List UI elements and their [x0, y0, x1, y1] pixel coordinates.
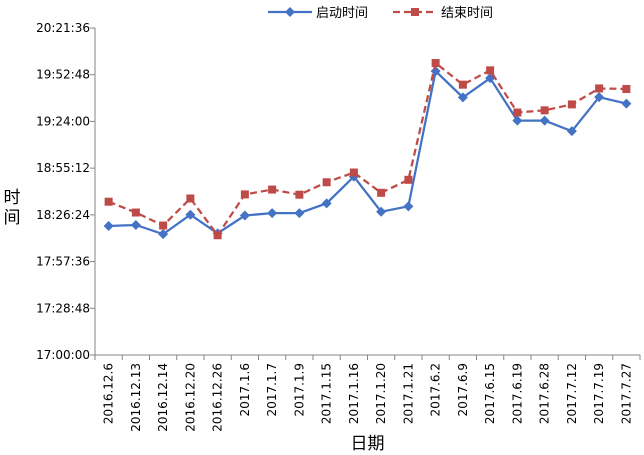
y-axis-title-char: 时: [4, 188, 21, 208]
x-tick-label: 2016.12.6: [102, 363, 116, 424]
data-point: [103, 221, 114, 232]
x-tick-label: 2017.1.15: [320, 363, 334, 424]
series-1: [103, 66, 632, 240]
data-point: [268, 185, 277, 194]
y-tick-label: 17:57:36: [36, 255, 90, 269]
x-tick-label: 2017.6.2: [429, 363, 443, 416]
data-point: [321, 198, 332, 209]
x-tick-label: 2017.1.6: [238, 363, 252, 416]
series-line: [108, 68, 627, 236]
data-point: [566, 126, 577, 137]
series-line: [108, 61, 627, 238]
y-tick-label: 20:21:36: [36, 21, 90, 35]
x-tick-label: 2017.7.19: [592, 363, 606, 424]
data-point: [185, 209, 196, 220]
data-point: [431, 59, 440, 68]
data-point: [539, 115, 550, 126]
x-tick-label: 2017.6.9: [456, 363, 470, 416]
data-point: [430, 66, 441, 77]
data-point: [594, 92, 605, 103]
data-point: [457, 92, 468, 103]
data-point: [213, 231, 222, 240]
x-tick-label: 2017.6.15: [483, 363, 497, 424]
legend-marker: [411, 8, 419, 16]
y-tick-label: 19:24:00: [36, 114, 90, 128]
x-tick-label: 2016.12.13: [129, 363, 143, 432]
data-point: [512, 115, 523, 126]
x-tick-label: 2017.1.21: [401, 363, 415, 424]
x-tick-label: 2017.1.16: [347, 363, 361, 424]
data-point: [622, 84, 631, 93]
series-2: [104, 59, 631, 240]
y-axis-title-char: 间: [4, 208, 21, 228]
data-point: [239, 210, 250, 221]
data-point: [267, 208, 278, 219]
data-point: [377, 188, 386, 197]
data-point: [540, 106, 549, 115]
data-point: [621, 98, 632, 109]
legend-label: 结束时间: [441, 6, 493, 21]
y-tick-label: 17:28:48: [36, 301, 90, 315]
data-point: [240, 190, 249, 199]
x-axis-ticks: 2016.12.6 2016.12.13 2016.12.14 2016.12.20 2…: [94, 355, 641, 432]
legend-marker: [285, 7, 295, 17]
data-point: [158, 229, 169, 240]
legend: 启动时间 结束时间: [268, 6, 493, 21]
x-tick-label: 2017.6.28: [538, 363, 552, 424]
data-point: [567, 100, 576, 109]
data-point: [349, 168, 358, 177]
y-tick-label: 17:00:00: [36, 348, 90, 362]
data-point: [294, 208, 305, 219]
data-point: [458, 80, 467, 89]
y-axis-ticks: 17:00:00 17:28:48 17:57:36 18:26:24 18:55:12…: [36, 21, 95, 362]
x-tick-label: 2016.12.14: [156, 363, 170, 432]
data-point: [130, 219, 141, 230]
data-point: [131, 208, 140, 217]
y-axis-title: 时间: [4, 188, 21, 228]
data-point: [322, 178, 331, 187]
data-point: [513, 108, 522, 117]
data-point: [186, 194, 195, 203]
x-tick-label: 2016.12.20: [183, 363, 197, 432]
y-tick-label: 19:52:48: [36, 68, 90, 82]
data-point: [295, 190, 304, 199]
legend-label: 启动时间: [316, 6, 368, 21]
y-tick-label: 18:26:24: [36, 208, 90, 222]
x-axis-title: 日期: [351, 434, 385, 454]
x-tick-label: 2016.12.26: [211, 363, 225, 432]
data-point: [404, 175, 413, 184]
legend-item: 启动时间: [268, 6, 368, 21]
data-point: [595, 84, 604, 93]
data-point: [486, 66, 495, 75]
data-point: [159, 221, 168, 230]
x-tick-label: 2017.1.7: [265, 363, 279, 416]
series-layer: [103, 59, 632, 240]
axes: [94, 28, 640, 356]
legend-item: 结束时间: [393, 6, 493, 21]
data-point: [376, 206, 387, 217]
x-tick-label: 2017.1.9: [292, 363, 306, 416]
x-tick-label: 2017.6.19: [510, 363, 524, 424]
x-tick-label: 2017.7.27: [619, 363, 633, 424]
y-tick-label: 18:55:12: [36, 161, 90, 175]
data-point: [104, 197, 113, 206]
data-point: [403, 201, 414, 212]
x-tick-label: 2017.7.12: [565, 363, 579, 424]
x-tick-label: 2017.1.20: [374, 363, 388, 424]
